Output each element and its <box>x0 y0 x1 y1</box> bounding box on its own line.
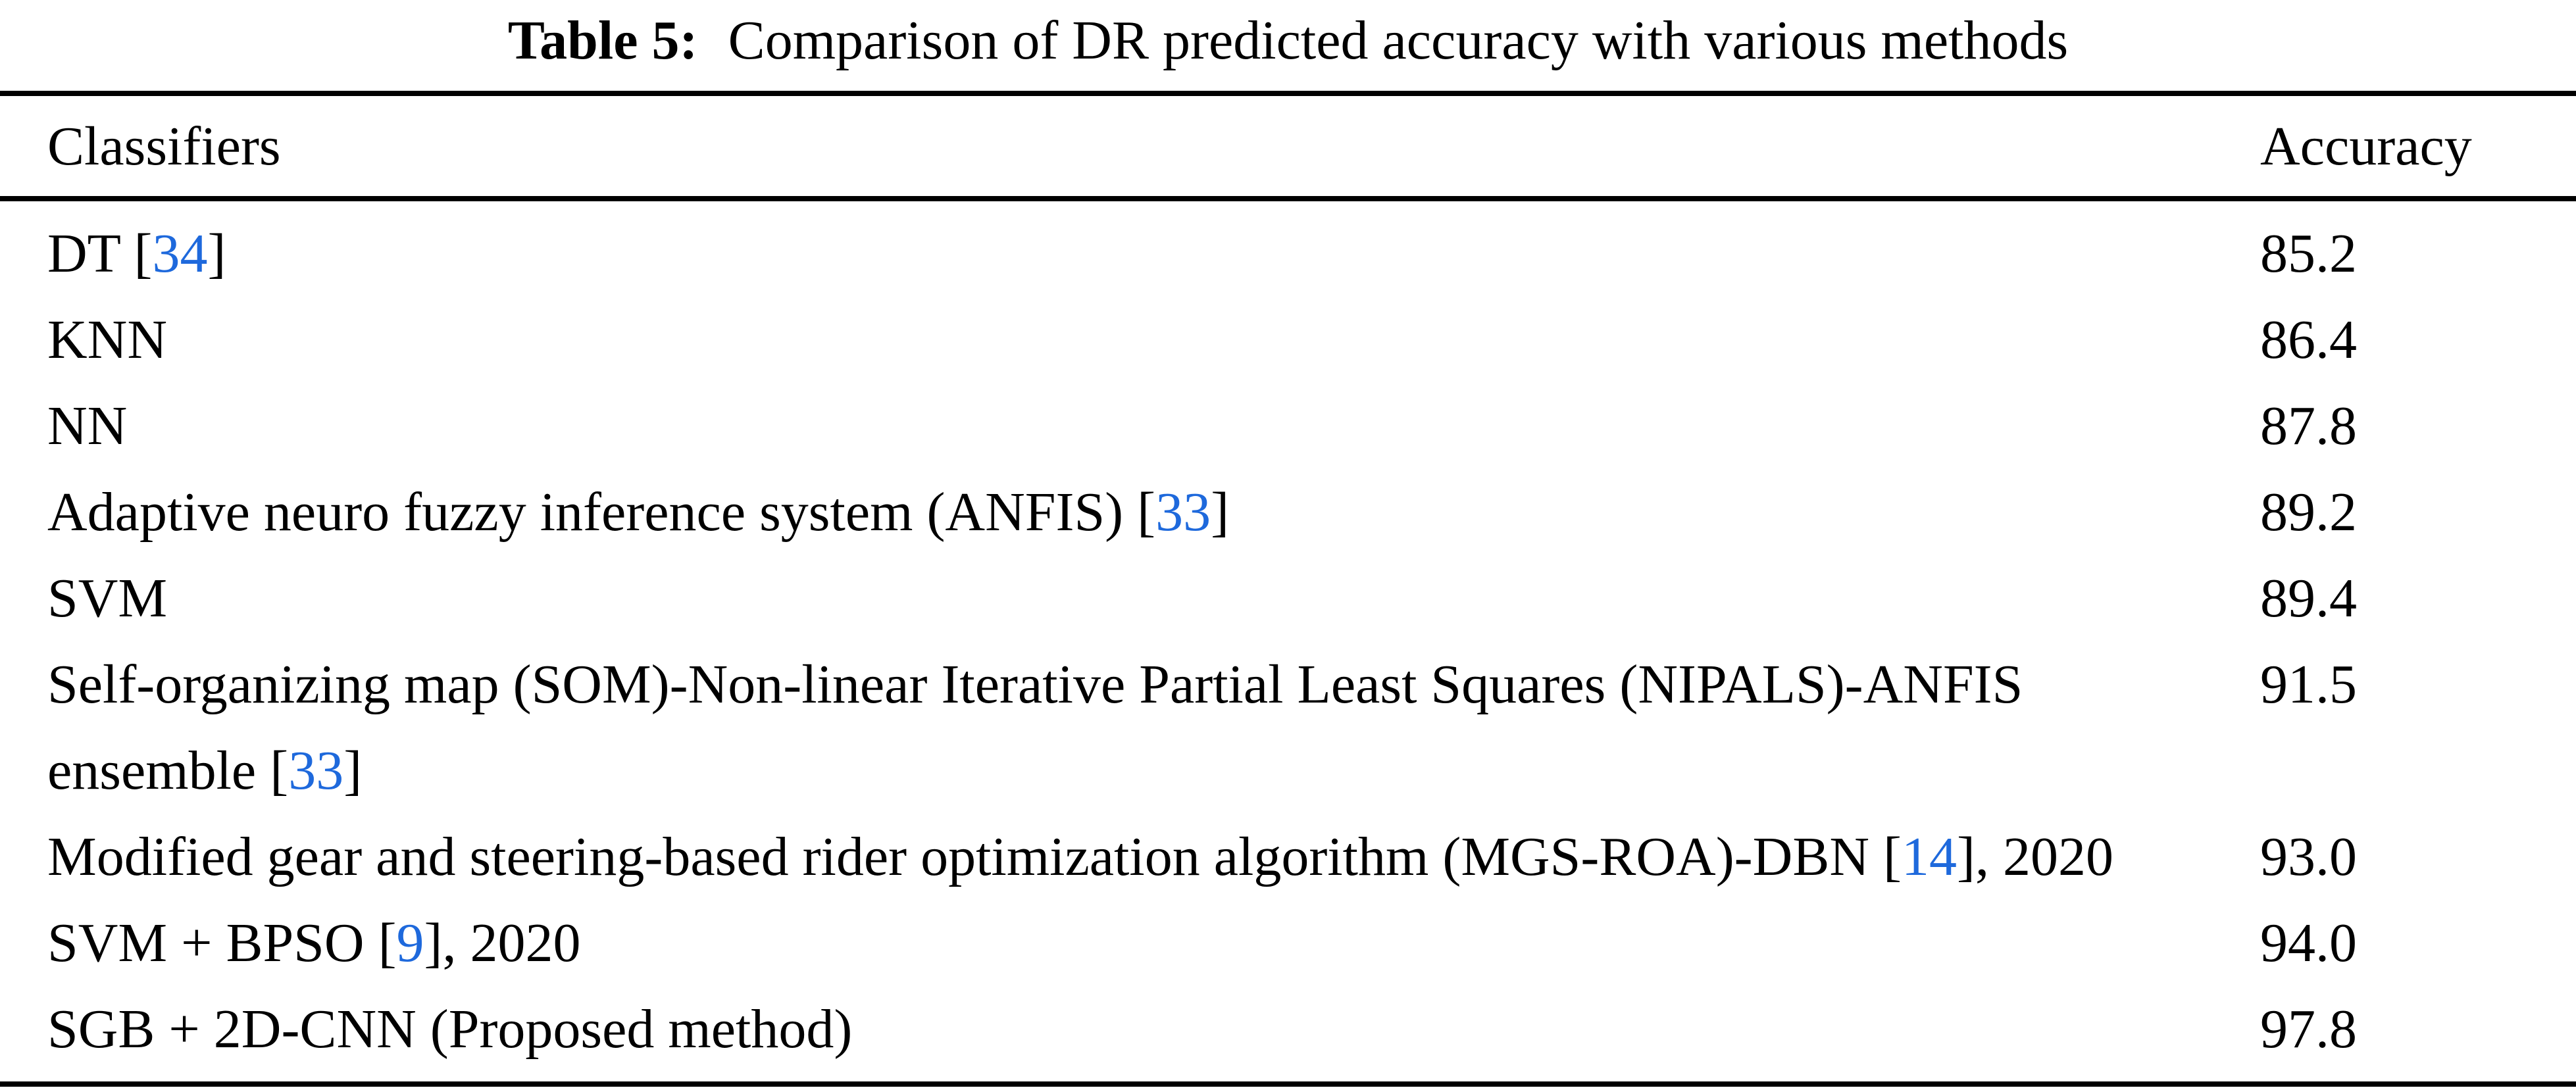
table-caption-label: Table 5: <box>507 10 698 71</box>
table-body: DT [34] 85.2 KNN 86.4 NN 87.8 Adaptive neuro f… <box>0 201 2576 1081</box>
accuracy-cell: 97.8 <box>2260 999 2357 1060</box>
table-row: KNN 86.4 <box>0 297 2576 383</box>
accuracy-cell: 89.2 <box>2260 482 2357 543</box>
accuracy-cell: 93.0 <box>2260 826 2357 887</box>
table-row: SGB + 2D-CNN (Proposed method) 97.8 <box>0 986 2576 1072</box>
column-header-classifiers: Classifiers <box>47 115 281 177</box>
accuracy-cell: 85.2 <box>2260 223 2357 284</box>
citation-link[interactable]: 33 <box>288 740 344 801</box>
table-top-rule <box>0 91 2576 96</box>
accuracy-cell: 86.4 <box>2260 309 2357 370</box>
table-row: Adaptive neuro fuzzy inference system (A… <box>0 469 2576 555</box>
table-bottom-rule <box>0 1081 2576 1087</box>
accuracy-cell: 94.0 <box>2260 912 2357 974</box>
citation-link[interactable]: 9 <box>396 912 424 974</box>
table-caption: Table 5: Comparison of DR predicted accur… <box>0 0 2576 91</box>
table-row: NN 87.8 <box>0 383 2576 469</box>
classifier-cell: SVM <box>47 568 168 629</box>
table-row: Self-organizing map (SOM)-Non-linear Ite… <box>0 641 2576 814</box>
accuracy-cell: 87.8 <box>2260 395 2357 457</box>
table-row: SVM + BPSO [9], 2020 94.0 <box>0 900 2576 986</box>
table-header-rule <box>0 196 2576 201</box>
table-row: Modified gear and steering-based rider o… <box>0 814 2576 900</box>
citation-link[interactable]: 34 <box>152 223 208 284</box>
classifier-cell: SGB + 2D-CNN (Proposed method) <box>47 999 853 1060</box>
classifier-cell: Self-organizing map (SOM)-Non-linear Ite… <box>47 654 2023 801</box>
classifier-cell: KNN <box>47 309 167 370</box>
accuracy-cell: 89.4 <box>2260 568 2357 629</box>
classifier-cell: NN <box>47 395 128 457</box>
citation-link[interactable]: 33 <box>1155 482 1211 543</box>
table-caption-text: Comparison of DR predicted accuracy with… <box>728 10 2069 71</box>
classifier-cell: DT [34] <box>47 223 226 284</box>
accuracy-cell: 91.5 <box>2260 654 2357 715</box>
classifier-cell: Adaptive neuro fuzzy inference system (A… <box>47 482 1230 543</box>
classifier-cell: SVM + BPSO [9], 2020 <box>47 912 581 974</box>
classifier-cell: Modified gear and steering-based rider o… <box>47 826 2113 887</box>
citation-link[interactable]: 14 <box>1901 826 1957 887</box>
table-row: SVM 89.4 <box>0 555 2576 641</box>
column-header-accuracy: Accuracy <box>2260 115 2472 177</box>
table-header-row: Classifiers Accuracy <box>0 96 2576 196</box>
table-row: DT [34] 85.2 <box>0 211 2576 297</box>
